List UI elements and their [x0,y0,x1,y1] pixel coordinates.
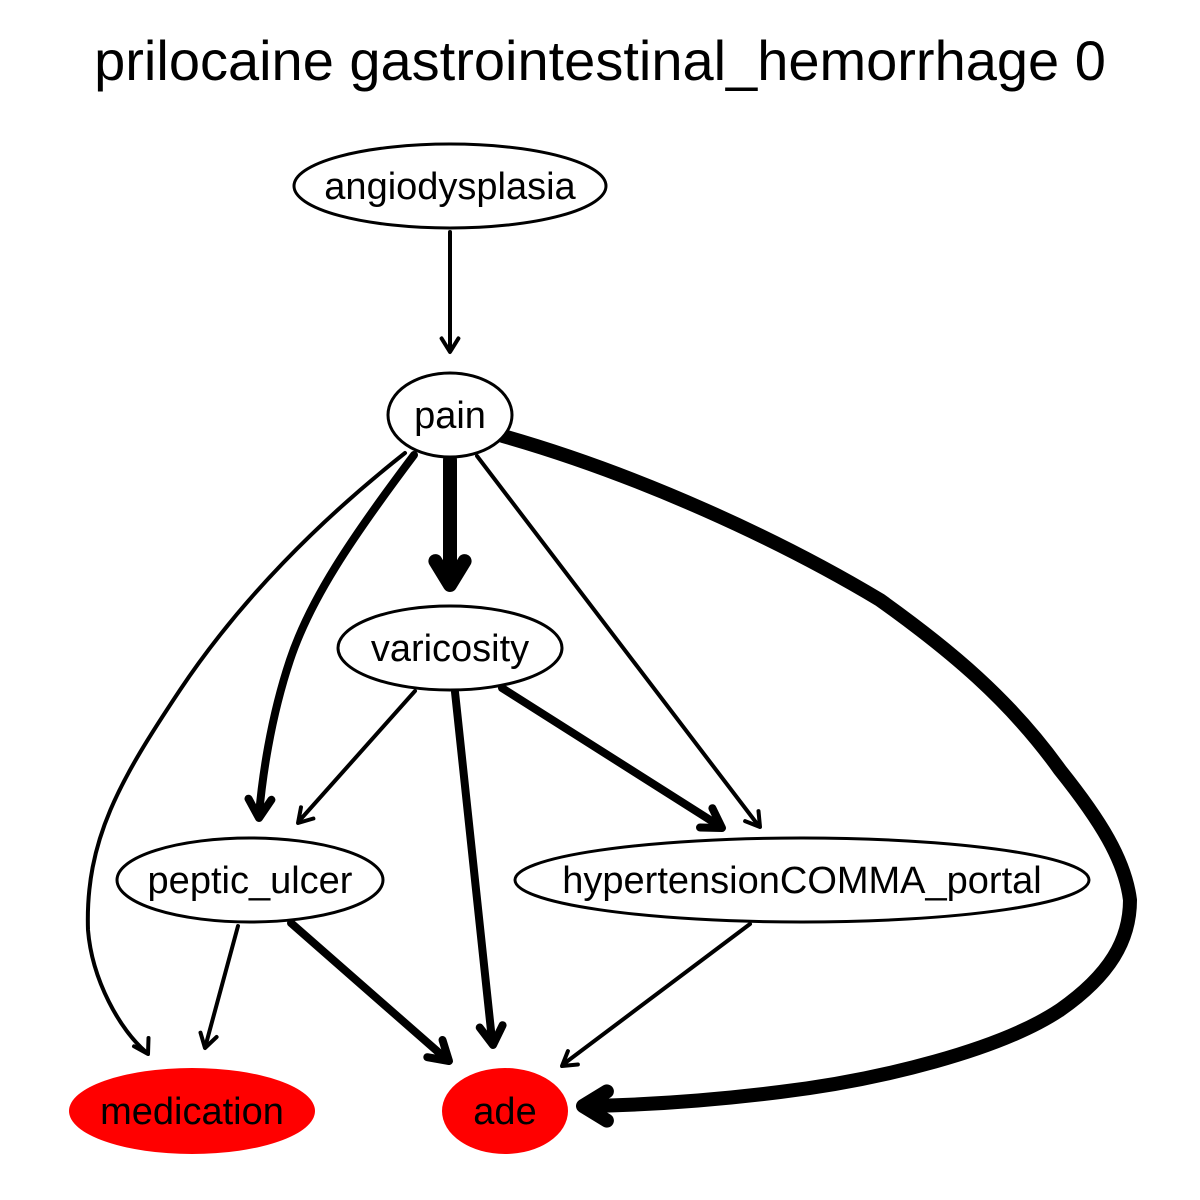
edge-angiodysplasia-to-pain [439,230,461,354]
arrowhead [696,804,726,832]
node-angiodysplasia: angiodysplasia [292,142,608,230]
arrowhead [560,1049,580,1068]
edge-line [498,684,722,829]
node-label: medication [100,1091,284,1133]
arrowhead [439,336,461,354]
node-varicosity: varicosity [336,604,564,692]
arrowhead [244,794,276,822]
edge-pain-to-hypertension-portal [475,454,762,829]
node-pain: pain [386,371,514,459]
node-medication: medication [69,1068,315,1154]
nodes-layer: angiodysplasia pain varicosity peptic_ulcer… [69,142,1091,1154]
node-peptic-ulcer: peptic_ulcer [115,836,385,924]
edge-line [563,922,752,1065]
arrowhead [475,1021,507,1049]
node-ellipse [513,836,1091,924]
edge-line [85,451,407,1054]
edge-varicosity-to-ade [451,688,507,1049]
arrowhead [198,1030,219,1050]
node-ellipse [336,604,564,692]
edge-peptic-ulcer-to-ade [287,919,453,1065]
edge-pain-to-peptic-ulcer [244,451,418,822]
edge-hypertension-portal-to-ade [560,922,752,1068]
edge-varicosity-to-hypertension-portal [498,684,726,832]
edge-varicosity-to-peptic-ulcer [296,689,417,825]
node-ellipse [69,1068,315,1154]
edge-pain-to-varicosity [428,453,472,592]
node-label: varicosity [371,628,529,670]
edges-layer [85,230,1137,1128]
edge-line [451,688,496,1044]
arrowhead [743,809,762,829]
node-label: ade [473,1091,536,1133]
node-ellipse [115,836,385,924]
node-label: pain [414,395,486,437]
node-ellipse [386,371,514,459]
edge-pain-to-medication [85,451,407,1056]
edge-line [287,919,449,1062]
edge-line [204,924,240,1046]
node-ellipse [442,1068,568,1154]
node-ellipse [292,142,608,230]
edge-pain-to-ade [496,429,1137,1128]
node-ade: ade [442,1068,568,1154]
edge-line [255,451,418,819]
node-label: angiodysplasia [324,166,576,208]
arrowhead [132,1036,151,1056]
arrowhead [296,805,316,825]
node-hypertension-portal: hypertensionCOMMA_portal [513,836,1091,924]
graph-title: prilocaine gastrointestinal_hemorrhage 0 [94,29,1106,92]
arrowhead [423,1036,453,1065]
edge-line [298,689,417,822]
node-label: hypertensionCOMMA_portal [562,860,1041,902]
edge-peptic-ulcer-to-medication [198,924,240,1050]
edge-line [496,429,1137,1113]
arrowhead [576,1084,614,1128]
edge-line [475,454,760,827]
arrowhead [428,554,472,592]
node-label: peptic_ulcer [148,860,353,902]
